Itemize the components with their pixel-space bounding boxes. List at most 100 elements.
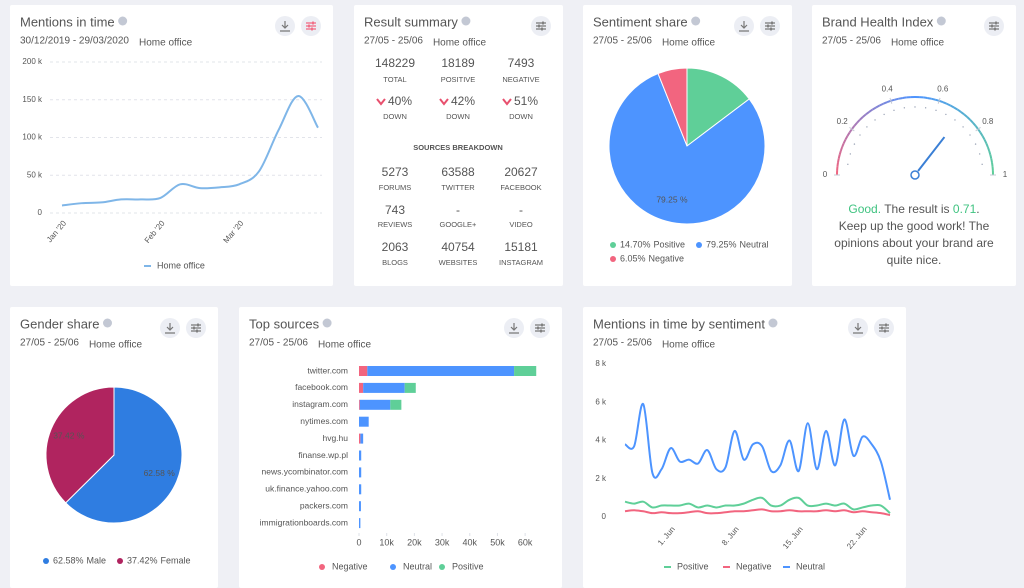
change-label: DOWN — [383, 112, 407, 121]
legend-value: 37.42% — [127, 555, 158, 565]
change-label: DOWN — [446, 112, 470, 121]
gauge-arc — [868, 108, 874, 113]
settings-knobs — [193, 323, 199, 333]
legend-label: Positive — [452, 561, 484, 571]
source-label: BLOGS — [382, 258, 408, 267]
settings-icon — [536, 22, 546, 30]
legend-dot — [610, 256, 616, 262]
project-name: Home office — [891, 38, 945, 49]
y-tick-label: 100 k — [22, 133, 43, 142]
source-label: FORUMS — [379, 183, 412, 192]
y-tick-label: 0 — [38, 208, 43, 217]
gauge-arc — [989, 154, 993, 159]
legend-label: Female — [161, 555, 191, 565]
gauge-tick-label: 0.6 — [937, 85, 949, 94]
source-value: 40754 — [441, 240, 475, 254]
settings-knobs — [537, 323, 543, 333]
gauge-dot — [849, 153, 852, 155]
legend-label: Neutral — [403, 561, 432, 571]
gauge-arc — [838, 150, 842, 156]
widget-title: Mentions in time by sentiment — [593, 316, 765, 331]
settings-icon — [535, 324, 545, 332]
pie-slice — [608, 72, 766, 225]
x-tick-label: 60k — [518, 537, 533, 547]
bar-segment — [359, 399, 391, 410]
bar-segment — [360, 433, 364, 444]
download-icon — [509, 323, 519, 334]
legend-label: Positive — [654, 239, 686, 249]
gauge-tick-label: 0.8 — [982, 117, 994, 126]
bar-segment — [367, 366, 515, 376]
gauge-arc — [981, 135, 986, 141]
project-name: Home office — [89, 340, 143, 351]
stat-label: NEGATIVE — [502, 75, 539, 84]
bar-segment — [359, 450, 362, 461]
source-value: - — [456, 203, 460, 217]
gauge-arc — [938, 99, 944, 104]
gauge-arc — [960, 111, 965, 116]
stat-label: POSITIVE — [441, 75, 476, 84]
down-arrow — [502, 98, 512, 106]
source-value: 2063 — [382, 240, 409, 254]
gauge-arc — [862, 113, 867, 118]
project-name: Home office — [139, 38, 193, 49]
y-tick-label: 8 k — [595, 359, 607, 368]
gauge-arc — [946, 102, 951, 107]
gauge-result: Good. The result is 0.71. Keep up the goo… — [822, 201, 1006, 269]
bar-segment — [514, 366, 537, 376]
gauge-arc — [953, 106, 959, 111]
gauge-tick — [889, 97, 893, 104]
gauge-arc — [898, 96, 903, 100]
gauge-arc — [963, 113, 968, 118]
y-tick-label: 200 k — [22, 57, 43, 66]
gauge-status: Good. — [848, 202, 882, 216]
legend-value: 6.05% — [620, 253, 646, 263]
legend-label: Positive — [677, 561, 709, 571]
date-range: 30/12/2019 - 29/03/2020 — [20, 36, 129, 47]
gauge-arc — [942, 101, 948, 105]
series-line — [61, 94, 319, 207]
bar-segment — [390, 399, 402, 410]
gauge-arc — [983, 139, 988, 144]
gauge-arc — [841, 142, 845, 148]
y-tick-label: 0 — [602, 512, 607, 521]
gauge-value: 0.71 — [952, 202, 977, 216]
bar-segment — [359, 416, 369, 427]
legend-dot — [390, 564, 396, 570]
legend-dot — [117, 558, 123, 564]
stat-value: 148229 — [375, 56, 415, 70]
gauge-text-box: Good. The result is 0.71. Keep up the goo… — [822, 201, 1006, 269]
date-range: 27/05 - 25/06 — [249, 338, 308, 349]
bar-segment — [363, 382, 405, 393]
info-icon — [768, 318, 778, 328]
bar-segment — [359, 382, 364, 393]
slice-label: 37.42 % — [53, 430, 85, 440]
gauge-dot — [924, 107, 927, 109]
gauge-needle — [917, 136, 946, 172]
project-name: Home office — [433, 38, 487, 49]
source-label: INSTAGRAM — [499, 258, 543, 267]
card — [10, 5, 333, 286]
gauge-arc — [969, 119, 974, 124]
gauge-arc — [991, 162, 994, 167]
bar-segment — [404, 382, 416, 393]
date-range: 27/05 - 25/06 — [593, 36, 652, 47]
info-icon — [936, 16, 946, 26]
gauge-dot — [969, 134, 971, 136]
gauge-dot — [866, 126, 868, 128]
widget-title: Sentiment share — [593, 14, 688, 29]
legend-label: Male — [87, 555, 107, 565]
change-value: 51% — [514, 94, 538, 108]
download-icon — [853, 323, 863, 334]
legend-dot — [439, 564, 445, 570]
gauge-arc — [842, 139, 847, 144]
gauge-arc — [839, 146, 844, 152]
settings-knobs — [538, 21, 544, 31]
source-value: 15181 — [504, 240, 538, 254]
gauge-arc — [956, 108, 962, 113]
change-label: DOWN — [509, 112, 533, 121]
gauge-arc — [886, 99, 892, 104]
card — [354, 5, 563, 286]
gauge-dot — [978, 153, 981, 155]
